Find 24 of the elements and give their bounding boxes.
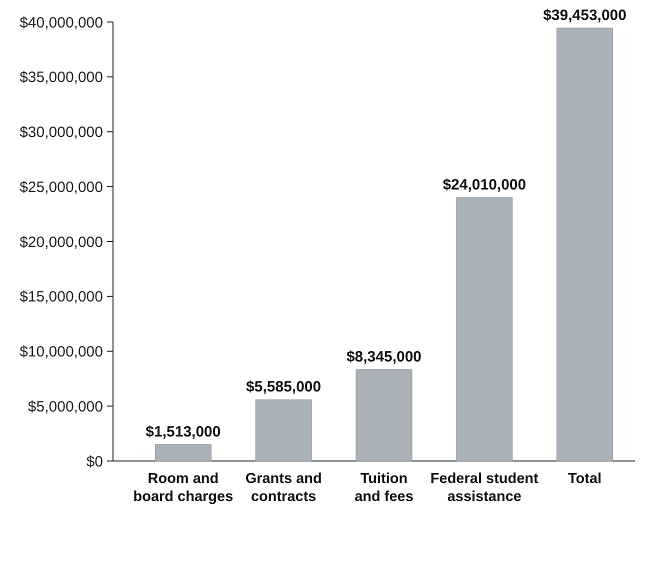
x-tick-label: Tuition and fees (354, 471, 414, 505)
bar (456, 197, 513, 462)
y-tick-label: $15,000,000 (20, 288, 103, 306)
x-tick-label: Room and board charges (133, 471, 234, 505)
y-tick-label: $5,000,000 (28, 398, 103, 416)
data-label: $5,585,000 (246, 378, 322, 396)
x-tick-label: Federal student assistance (430, 471, 539, 505)
data-label: $24,010,000 (442, 176, 526, 194)
x-tick-label: Total (568, 471, 602, 487)
data-label: $8,345,000 (346, 348, 422, 366)
x-tick-label: Grants and contracts (245, 471, 322, 505)
data-label: $1,513,000 (146, 423, 221, 440)
y-tick-label: $0 (86, 453, 103, 470)
y-tick-label: $30,000,000 (20, 124, 103, 141)
y-tick-label: $40,000,000 (20, 14, 103, 32)
bar (356, 369, 412, 462)
data-label: $39,453,000 (543, 7, 627, 24)
bar (255, 399, 312, 462)
y-tick-label: $35,000,000 (20, 69, 103, 86)
y-tick-label: $10,000,000 (20, 344, 103, 360)
y-tick-label: $25,000,000 (20, 178, 103, 196)
y-tick-label: $20,000,000 (20, 234, 103, 251)
bar (556, 28, 614, 462)
bar (154, 444, 212, 462)
